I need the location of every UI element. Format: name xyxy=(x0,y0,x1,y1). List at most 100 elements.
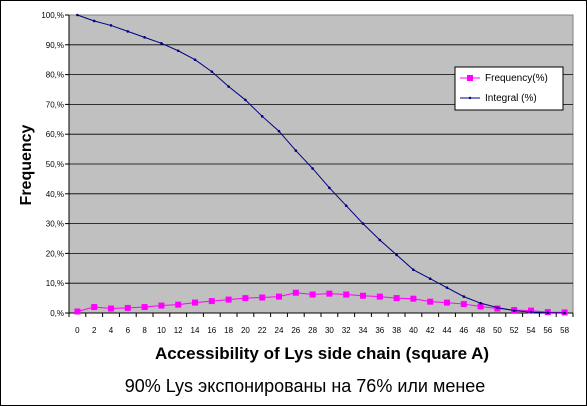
data-point-integral xyxy=(244,98,247,102)
data-point-integral xyxy=(160,42,163,45)
legend-frequency-label: Frequency(%) xyxy=(485,73,548,84)
data-point-integral xyxy=(109,24,113,27)
x-tick-label: 2 xyxy=(92,326,97,335)
y-tick-label: 100,% xyxy=(41,11,64,20)
data-point-frequency xyxy=(208,298,215,305)
data-point-integral xyxy=(227,85,230,88)
data-point-integral xyxy=(563,311,566,315)
x-tick-label: 14 xyxy=(191,326,200,335)
data-point-integral xyxy=(546,311,550,315)
x-tick-label: 24 xyxy=(275,326,284,335)
y-axis-title: Frequency xyxy=(18,124,35,205)
data-point-frequency xyxy=(528,307,534,314)
data-point-frequency xyxy=(477,303,484,310)
data-point-integral xyxy=(294,149,298,152)
series-layer xyxy=(74,13,568,316)
x-tick-label: 44 xyxy=(443,326,452,335)
y-tick-label: 0,% xyxy=(50,309,64,318)
data-point-integral xyxy=(344,204,348,208)
data-point-frequency xyxy=(225,296,232,303)
chart-caption: 90% Lys экспонированы на 76% или менее xyxy=(125,376,486,396)
series-line-1 xyxy=(77,14,565,314)
x-tick-label: 56 xyxy=(543,326,552,335)
data-point-frequency xyxy=(74,308,81,315)
data-point-frequency xyxy=(376,293,383,300)
data-point-integral xyxy=(512,309,516,312)
x-tick-label: 32 xyxy=(342,326,351,335)
data-point-frequency xyxy=(326,290,333,297)
x-tick-label: 30 xyxy=(325,326,334,335)
x-tick-label: 34 xyxy=(359,326,368,335)
data-point-integral xyxy=(76,13,79,17)
data-point-frequency xyxy=(292,289,299,296)
x-axis-title: Accessibility of Lys side chain (square … xyxy=(155,344,489,363)
data-point-frequency xyxy=(410,295,417,302)
y-tick-label: 10,% xyxy=(46,279,64,288)
data-point-integral xyxy=(479,301,482,305)
data-point-integral xyxy=(193,58,197,61)
data-point-frequency xyxy=(360,292,366,299)
data-point-integral xyxy=(277,129,281,133)
data-point-frequency xyxy=(460,301,467,308)
data-point-frequency xyxy=(393,295,400,302)
data-point-integral xyxy=(395,253,398,257)
x-tick-label: 0 xyxy=(75,326,80,335)
x-tick-label: 12 xyxy=(174,326,183,335)
y-tick-label: 60,% xyxy=(46,130,64,139)
x-axis-ticks: 0 2 4 6 8 10 12 14 16 18 20 22 24 26 28 30 32 34 36 38 40 42 4… xyxy=(68,313,574,335)
x-tick-label: 52 xyxy=(510,326,519,335)
data-point-frequency xyxy=(309,291,316,298)
data-point-integral xyxy=(378,238,382,242)
data-point-frequency xyxy=(259,294,266,301)
y-tick-label: 30,% xyxy=(46,220,64,229)
data-point-integral xyxy=(176,49,180,53)
x-tick-label: 26 xyxy=(291,326,300,335)
y-tick-label: 70,% xyxy=(46,100,64,109)
x-tick-label: 46 xyxy=(459,326,468,335)
x-tick-label: 40 xyxy=(409,326,418,335)
data-point-integral xyxy=(529,310,533,314)
data-point-frequency xyxy=(242,295,249,302)
data-point-frequency xyxy=(158,302,165,309)
data-point-integral xyxy=(328,186,331,190)
x-tick-label: 38 xyxy=(392,326,401,335)
y-tick-label: 20,% xyxy=(46,249,64,258)
x-tick-label: 54 xyxy=(527,326,536,335)
legend-integral-label: Integral (%) xyxy=(485,93,537,104)
data-point-integral xyxy=(126,30,130,33)
x-tick-label: 20 xyxy=(241,326,250,335)
data-point-integral xyxy=(311,167,314,170)
x-tick-label: 18 xyxy=(224,326,233,335)
data-point-frequency xyxy=(124,304,131,311)
y-tick-label: 50,% xyxy=(46,160,64,169)
data-point-integral xyxy=(445,286,449,289)
data-point-frequency xyxy=(192,299,198,306)
data-point-frequency xyxy=(141,304,148,311)
legend-box xyxy=(454,66,564,111)
data-point-frequency xyxy=(276,293,282,300)
data-point-frequency xyxy=(343,291,350,298)
data-point-frequency xyxy=(108,305,114,312)
x-tick-label: 50 xyxy=(493,326,502,335)
x-tick-label: 10 xyxy=(157,326,166,335)
y-axis-ticks: 0,% 10,% 20,% 30,% 40,% 50,% 60,% 70,% 80,% 90,% 1… xyxy=(41,11,69,318)
data-point-integral xyxy=(210,70,214,73)
legend: Frequency(%) Integral (%) xyxy=(454,66,564,111)
x-tick-label: 22 xyxy=(258,326,267,335)
x-tick-label: 36 xyxy=(375,326,384,335)
legend-frequency-marker xyxy=(467,75,473,81)
x-tick-label: 58 xyxy=(560,326,569,335)
data-point-frequency xyxy=(175,301,182,308)
x-tick-label: 8 xyxy=(142,326,147,335)
data-point-frequency xyxy=(444,299,450,306)
x-tick-label: 6 xyxy=(126,326,131,335)
x-tick-label: 4 xyxy=(109,326,114,335)
y-tick-label: 80,% xyxy=(46,71,64,80)
data-point-integral xyxy=(361,222,365,225)
data-point-integral xyxy=(92,19,96,23)
data-point-integral xyxy=(462,295,466,298)
data-point-frequency xyxy=(427,298,434,305)
x-tick-label: 42 xyxy=(426,326,435,335)
data-point-integral xyxy=(260,115,264,118)
